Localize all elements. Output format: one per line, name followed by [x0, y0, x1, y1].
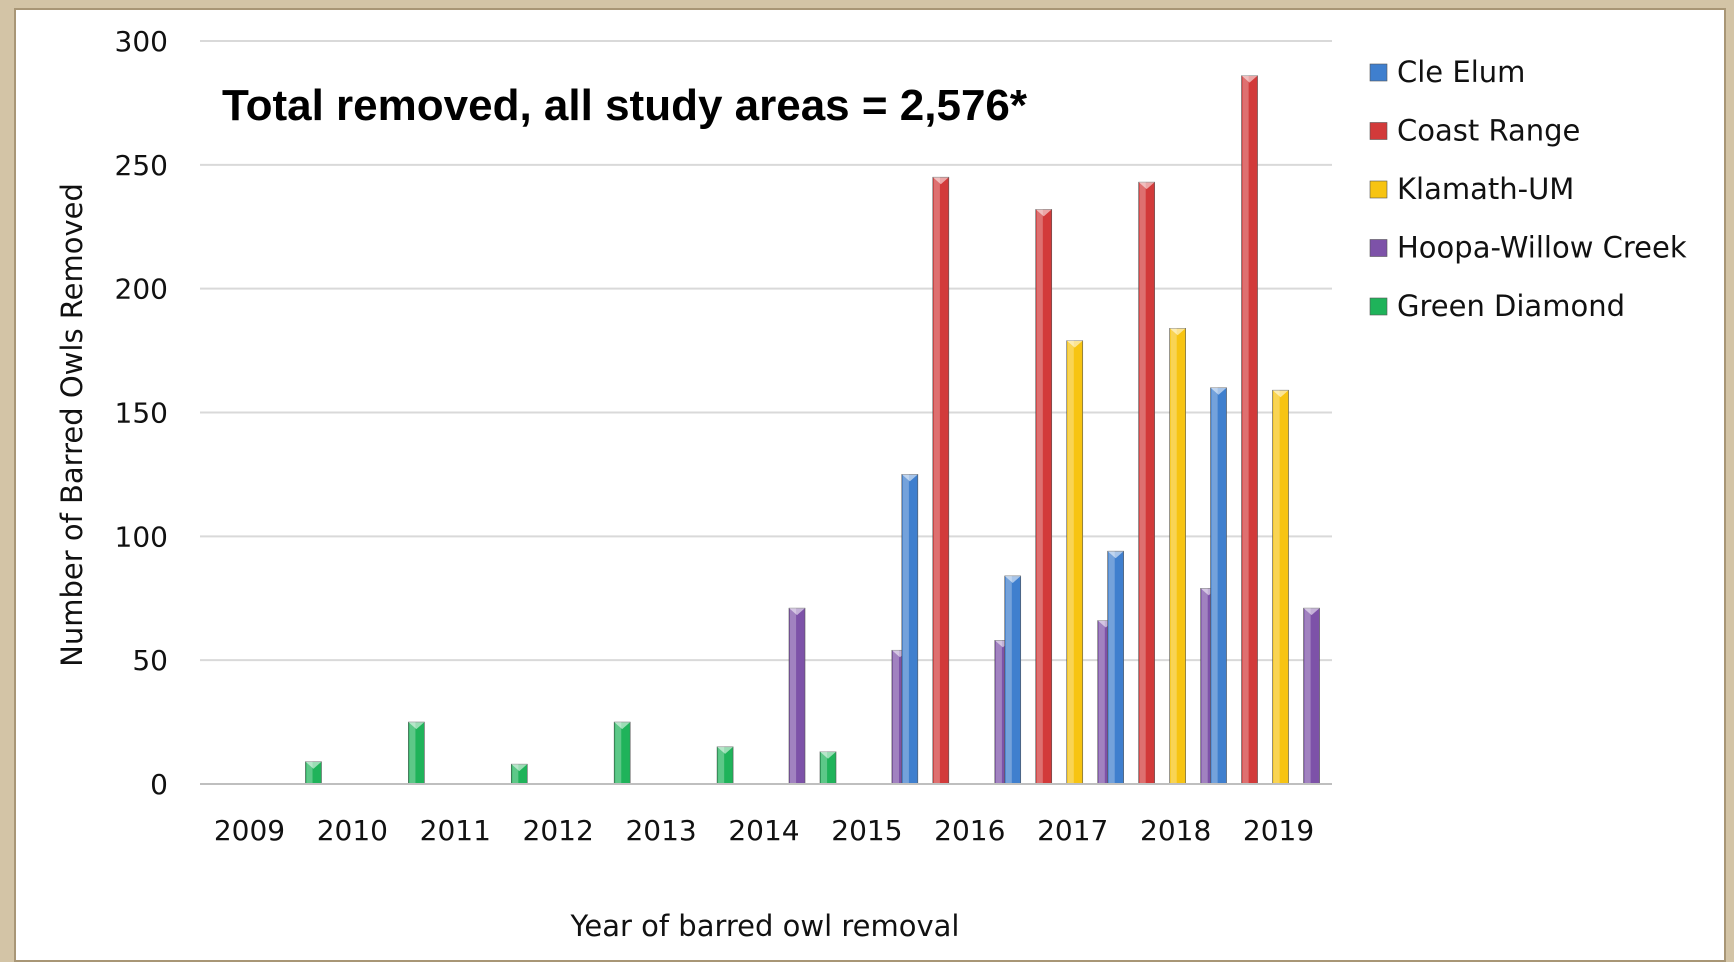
legend-label: Hoopa-Willow Creek: [1397, 231, 1687, 265]
legend-item: Hoopa-Willow Creek: [1369, 231, 1687, 265]
bar: [305, 761, 322, 785]
y-axis-title: Number of Barred Owls Removed: [55, 183, 89, 667]
legend-item: Cle Elum: [1369, 55, 1525, 89]
x-tick-label: 2015: [831, 814, 902, 847]
legend-item: Green Diamond: [1369, 289, 1625, 323]
y-tick-label: 200: [115, 273, 168, 306]
bar: [1303, 607, 1320, 785]
legend-swatch: [1369, 63, 1388, 82]
x-tick-label: 2009: [214, 814, 285, 847]
x-tick-label: 2010: [317, 814, 388, 847]
bar: [1004, 575, 1022, 785]
chart-annotation: Total removed, all study areas = 2,576*: [222, 81, 1028, 130]
x-tick-label: 2014: [728, 814, 799, 847]
y-tick-label: 100: [115, 520, 168, 553]
y-tick-label: 300: [115, 25, 168, 58]
x-tick-label: 2012: [523, 814, 594, 847]
y-tick-label: 250: [115, 149, 168, 182]
legend-swatch: [1369, 297, 1388, 316]
bar: [1035, 209, 1053, 785]
legend-label: Klamath-UM: [1397, 172, 1574, 206]
legend-item: Coast Range: [1369, 114, 1580, 148]
bar: [510, 763, 528, 785]
x-axis-ticks: 2009 2010 2011 2012 2013 2014 2015 2016 2017 2018…: [214, 814, 1314, 847]
x-tick-label: 2011: [420, 814, 491, 847]
bar: [932, 176, 950, 785]
bar: [901, 474, 919, 785]
x-tick-label: 2017: [1037, 814, 1108, 847]
bar: [1066, 340, 1084, 785]
bar: [1272, 389, 1289, 785]
bar: [788, 607, 806, 785]
chart-panel: [14, 8, 1726, 962]
legend-swatch: [1369, 239, 1388, 257]
legend-label: Cle Elum: [1397, 55, 1525, 89]
legend-swatch: [1369, 180, 1388, 199]
x-tick-label: 2016: [934, 814, 1005, 847]
y-axis-ticks: 0 50 100 150 200 250 300: [115, 25, 168, 801]
legend-item: Klamath-UM: [1369, 172, 1574, 206]
x-tick-label: 2018: [1140, 814, 1211, 847]
legend-label: Coast Range: [1397, 114, 1580, 148]
legend-swatch: [1369, 122, 1388, 140]
bar: [613, 721, 631, 785]
y-tick-label: 150: [115, 397, 168, 430]
y-tick-label: 0: [150, 768, 168, 801]
bar: [1210, 387, 1227, 785]
legend: Cle Elum Coast Range Klamath-UM Hoopa-Willo…: [1369, 55, 1687, 323]
x-tick-label: 2019: [1243, 814, 1314, 847]
bar: [408, 721, 425, 785]
bar: [1169, 327, 1186, 785]
y-tick-label: 50: [132, 644, 168, 677]
bars: [305, 75, 1320, 785]
x-axis-title: Year of barred owl removal: [570, 909, 960, 943]
gridlines: [200, 40, 1332, 662]
x-tick-label: 2013: [625, 814, 696, 847]
bar: [1138, 181, 1155, 785]
bar: [819, 751, 837, 785]
legend-label: Green Diamond: [1397, 289, 1625, 323]
bar: [1107, 550, 1124, 785]
bar: [1241, 75, 1258, 785]
bar: [716, 746, 734, 785]
